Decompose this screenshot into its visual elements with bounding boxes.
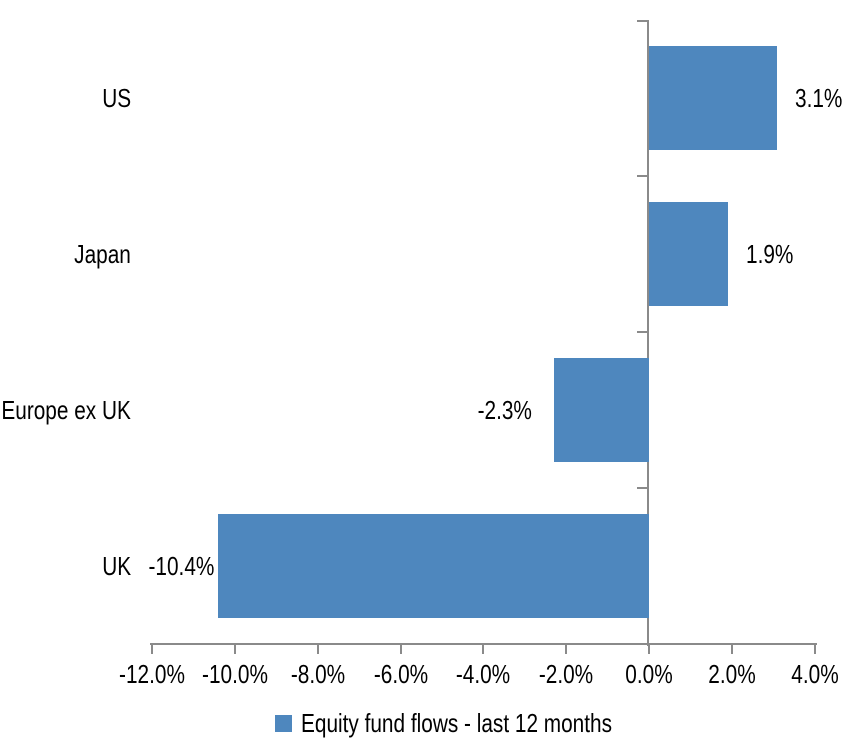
bar-us[interactable] — [649, 46, 777, 150]
x-tick-label: -10.0% — [202, 659, 268, 689]
category-label: Europe ex UK — [1, 395, 132, 425]
x-tick — [648, 644, 650, 654]
x-tick-label: 0.0% — [625, 659, 673, 689]
x-tick — [317, 644, 319, 654]
category-label: Japan — [74, 239, 131, 269]
x-tick-label: -4.0% — [455, 659, 511, 689]
y-tick — [637, 175, 647, 177]
x-tick — [234, 644, 236, 654]
value-label: -2.3% — [477, 395, 532, 425]
category-label: US — [102, 83, 131, 113]
x-tick — [565, 644, 567, 654]
bar-japan[interactable] — [649, 202, 728, 306]
x-tick — [482, 644, 484, 654]
y-tick — [637, 643, 647, 645]
category-label: UK — [102, 551, 131, 581]
x-tick-label: 4.0% — [791, 659, 839, 689]
legend-swatch-icon — [275, 715, 292, 732]
x-tick-label: 2.0% — [708, 659, 756, 689]
x-tick-label: -6.0% — [373, 659, 429, 689]
x-tick — [151, 644, 153, 654]
x-tick — [814, 644, 816, 654]
y-tick — [637, 487, 647, 489]
value-label: -10.4% — [148, 551, 214, 581]
x-tick-label: -2.0% — [538, 659, 594, 689]
x-tick — [400, 644, 402, 654]
bar-europe-ex-uk[interactable] — [554, 358, 649, 462]
value-label: 1.9% — [746, 239, 794, 269]
category-axis-line — [647, 20, 649, 646]
value-label: 3.1% — [795, 83, 843, 113]
x-tick-label: -12.0% — [119, 659, 185, 689]
legend-label: Equity fund flows - last 12 months — [301, 708, 612, 738]
y-tick — [637, 20, 647, 22]
x-tick-label: -8.0% — [290, 659, 346, 689]
bar-uk[interactable] — [218, 514, 649, 618]
x-tick — [731, 644, 733, 654]
y-tick — [637, 331, 647, 333]
